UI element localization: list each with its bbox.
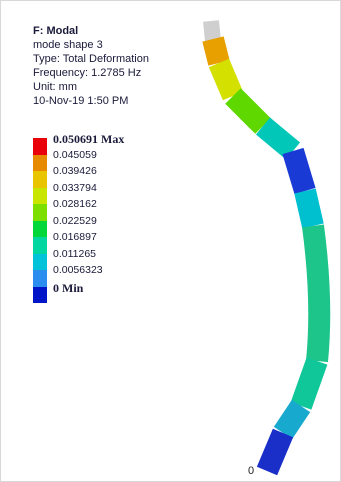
legend-label: 0.033794 (53, 182, 97, 194)
legend-label: 0.016897 (53, 231, 97, 243)
title: F: Modal (33, 25, 78, 37)
legend-swatch (33, 287, 47, 304)
segment (293, 151, 305, 191)
legend-label: 0.0056323 (53, 264, 103, 276)
segment (283, 406, 301, 433)
legend-swatch (33, 254, 47, 271)
undeformed-tip (211, 21, 213, 41)
legend-swatch (33, 138, 47, 155)
segment (233, 96, 263, 126)
info-line: mode shape 3 (33, 39, 103, 51)
legend-label: 0.039426 (53, 165, 97, 177)
legend-swatch (33, 221, 47, 238)
info-line: Type: Total Deformation (33, 53, 149, 65)
segment (263, 126, 293, 151)
segment (313, 226, 319, 361)
legend-swatch (33, 188, 47, 205)
segment (219, 63, 233, 96)
legend-swatch (33, 270, 47, 287)
info-line: Frequency: 1.2785 Hz (33, 67, 141, 79)
legend-swatch (33, 204, 47, 221)
legend-swatch (33, 155, 47, 172)
legend-label: 0.011265 (53, 248, 96, 260)
legend-swatch (33, 171, 47, 188)
info-line: 10-Nov-19 1:50 PM (33, 95, 128, 107)
legend-label: 0.028162 (53, 198, 97, 210)
legend-label: 0.022529 (53, 215, 97, 227)
legend-label: 0.045059 (53, 149, 97, 161)
axis-label: 0 (248, 465, 254, 477)
segment (305, 191, 313, 226)
info-line: Unit: mm (33, 81, 77, 93)
legend-swatch (33, 237, 47, 254)
legend-label: 0 Min (53, 281, 83, 296)
viewport: F: Modal mode shape 3 Type: Total Deform… (0, 0, 341, 482)
segment (267, 433, 283, 471)
legend-label: 0.050691 Max (53, 132, 124, 147)
segment (301, 361, 317, 406)
segment (213, 39, 219, 63)
